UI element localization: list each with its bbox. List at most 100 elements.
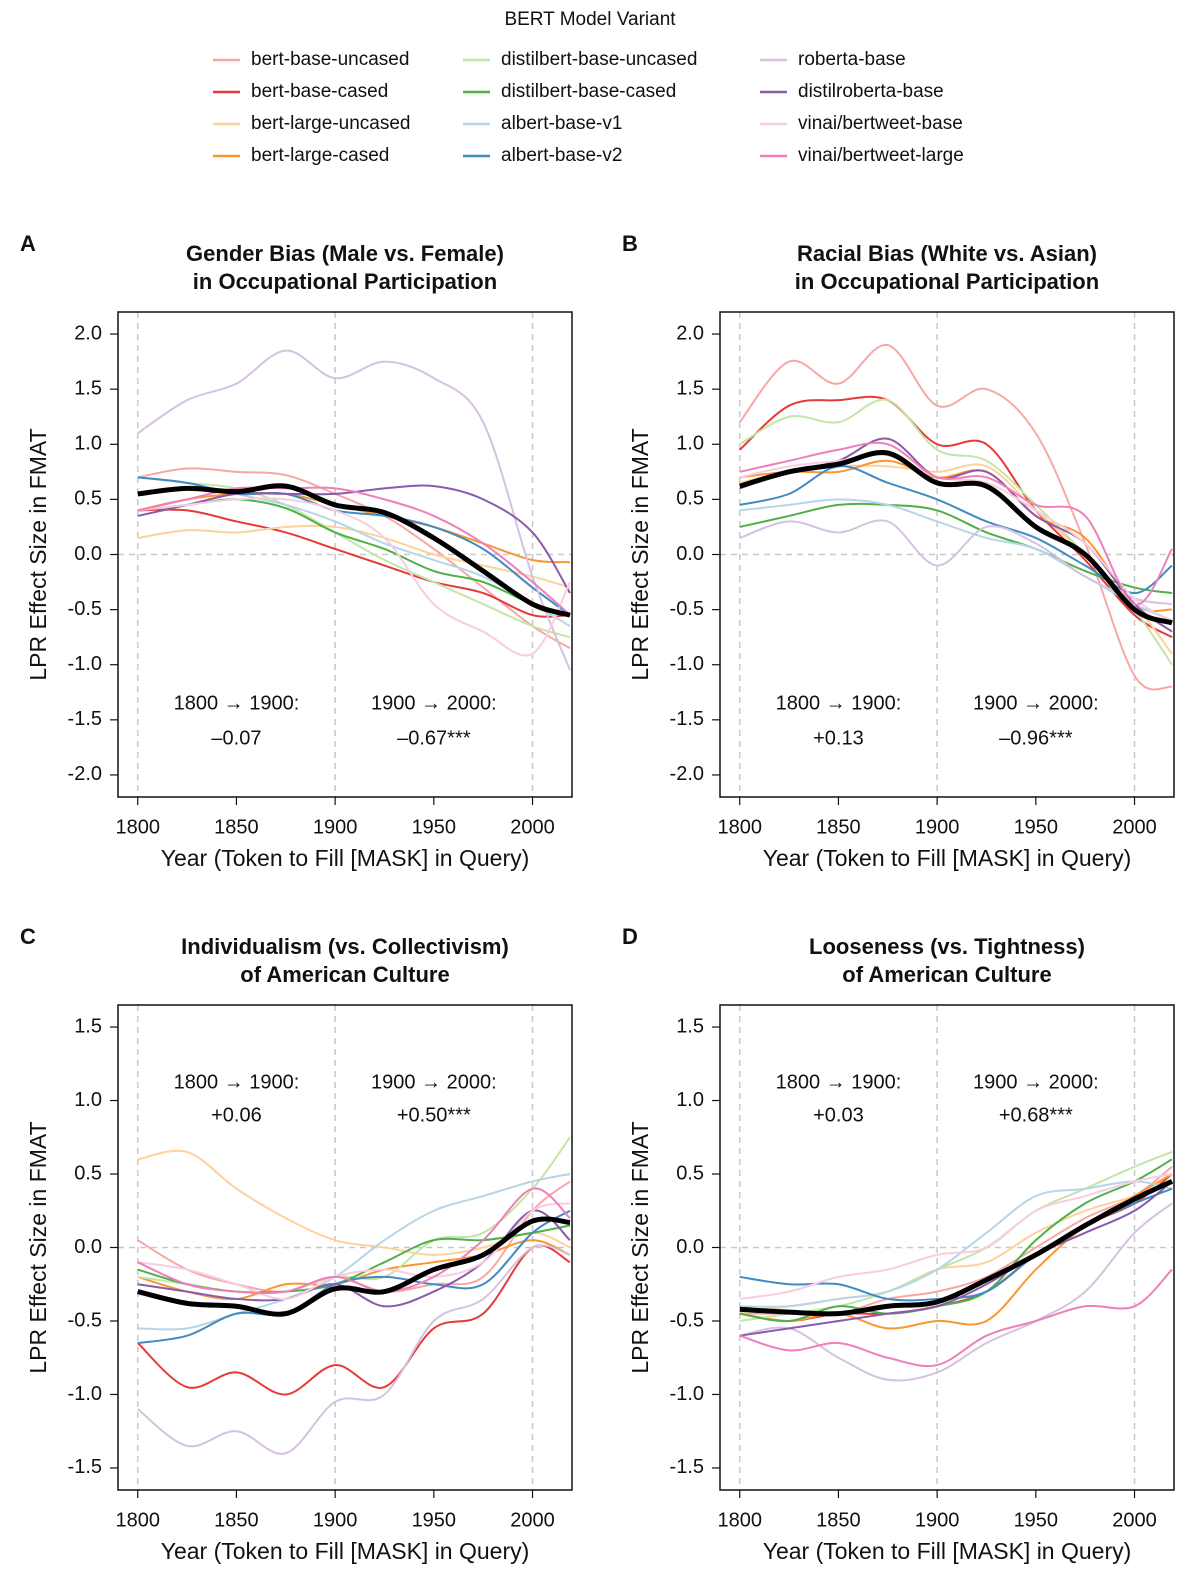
y-tick-label: -1.5 <box>68 1456 102 1478</box>
x-tick-label: 1900 <box>915 816 960 838</box>
x-tick-label: 2000 <box>510 816 555 838</box>
y-tick-label: 0.0 <box>676 543 704 565</box>
series-line <box>739 1180 1173 1337</box>
x-axis-label: Year (Token to Fill [MASK] in Query) <box>161 845 530 871</box>
series-line <box>739 1173 1173 1300</box>
series-line <box>137 524 571 589</box>
legend-label: distilbert-base-cased <box>501 81 676 102</box>
series-line <box>738 344 1173 691</box>
series-line <box>137 484 571 594</box>
series-line <box>739 1151 1173 1322</box>
x-tick-label: 1900 <box>915 1509 960 1531</box>
y-tick-label: 2.0 <box>676 322 704 344</box>
series-line <box>739 453 1173 622</box>
x-tick-label: 2000 <box>1112 1509 1157 1531</box>
y-axis-label: LPR Effect Size in FMAT <box>25 1121 51 1373</box>
y-tick-label: 1.0 <box>74 433 102 455</box>
y-axis-label: LPR Effect Size in FMAT <box>25 428 51 680</box>
series-line <box>137 508 571 618</box>
legend-label: vinai/bertweet-large <box>798 145 964 166</box>
legend-label: vinai/bertweet-base <box>798 113 963 134</box>
annotation: +0.03 <box>813 1104 864 1126</box>
series-line <box>739 1202 1173 1382</box>
series-line <box>137 476 571 639</box>
x-tick-label: 1900 <box>313 816 358 838</box>
series-line <box>137 1209 571 1345</box>
plot-frame <box>719 1004 1175 1491</box>
y-axis-label: LPR Effect Size in FMAT <box>627 1121 653 1373</box>
panel: D Looseness (vs. Tightness) of American Cu… <box>622 924 1175 1564</box>
y-tick-label: 0.5 <box>74 1162 102 1184</box>
y-tick-label: 0.0 <box>74 1236 102 1258</box>
legend-label: roberta-base <box>798 49 906 70</box>
panel-label: A <box>20 231 36 256</box>
panel: C Individualism (vs. Collectivism) of Amer… <box>20 924 573 1564</box>
series-line <box>739 463 1173 655</box>
series-line <box>739 395 1173 639</box>
y-tick-label: 0.5 <box>676 488 704 510</box>
mean-line <box>137 483 571 618</box>
series-line <box>739 498 1173 622</box>
panel-label: C <box>20 924 36 949</box>
y-tick-label: 1.0 <box>676 433 704 455</box>
panel-title: Looseness (vs. Tightness) <box>809 934 1085 959</box>
plot-frame <box>117 311 573 798</box>
legend-label: distilroberta-base <box>798 81 944 102</box>
x-tick-label: 1800 <box>717 816 762 838</box>
legend-label: distilbert-base-uncased <box>501 49 697 70</box>
y-tick-label: 1.0 <box>74 1089 102 1111</box>
plot-frame <box>719 311 1175 798</box>
y-tick-label: -0.5 <box>68 598 102 620</box>
panel-label: B <box>622 231 638 256</box>
panel: B Racial Bias (White vs. Asian) in Occupat… <box>622 231 1175 871</box>
y-tick-label: -0.5 <box>68 1309 102 1331</box>
x-tick-label: 1800 <box>115 1509 160 1531</box>
series-line <box>137 1244 571 1396</box>
panel-label: D <box>622 924 638 949</box>
y-tick-label: -0.5 <box>670 1309 704 1331</box>
series-line <box>137 467 571 650</box>
series-line <box>137 1187 571 1294</box>
annotation: 1800 → 1900: <box>776 692 902 714</box>
annotation: +0.68*** <box>999 1104 1073 1126</box>
y-tick-label: 0.0 <box>676 1236 704 1258</box>
y-tick-label: -2.0 <box>670 763 704 785</box>
x-tick-label: 1850 <box>214 816 259 838</box>
x-axis-label: Year (Token to Fill [MASK] in Query) <box>161 1538 530 1564</box>
y-tick-label: 1.5 <box>676 377 704 399</box>
annotation: –0.96*** <box>999 727 1073 749</box>
y-tick-label: -1.0 <box>670 653 704 675</box>
annotation: –0.67*** <box>397 727 471 749</box>
annotation: 1900 → 2000: <box>973 1071 1099 1093</box>
y-tick-label: 1.0 <box>676 1089 704 1111</box>
series-line <box>137 349 571 671</box>
panel-title: of American Culture <box>240 962 449 987</box>
series-line <box>137 1173 571 1331</box>
y-tick-label: -1.0 <box>68 653 102 675</box>
x-tick-label: 1850 <box>816 1509 861 1531</box>
series-line <box>739 441 1173 606</box>
series-line <box>739 519 1173 606</box>
panel-title: Racial Bias (White vs. Asian) <box>797 241 1097 266</box>
legend-title: BERT Model Variant <box>504 9 676 30</box>
legend-label: bert-base-uncased <box>251 49 409 70</box>
x-tick-label: 1850 <box>816 816 861 838</box>
x-tick-label: 1950 <box>1014 816 1059 838</box>
y-axis-label: LPR Effect Size in FMAT <box>627 428 653 680</box>
panel-title: Individualism (vs. Collectivism) <box>181 934 509 959</box>
series-line <box>739 1187 1173 1302</box>
panel-title: Gender Bias (Male vs. Female) <box>186 241 504 266</box>
annotation: 1900 → 2000: <box>371 1071 497 1093</box>
y-tick-label: -1.0 <box>670 1383 704 1405</box>
y-tick-label: -0.5 <box>670 598 704 620</box>
annotation: 1800 → 1900: <box>174 1071 300 1093</box>
legend-label: albert-base-v2 <box>501 145 622 166</box>
panel-title: in Occupational Participation <box>193 269 497 294</box>
y-tick-label: 1.5 <box>74 377 102 399</box>
annotation: 1800 → 1900: <box>174 692 300 714</box>
series-line <box>137 1244 571 1455</box>
panel-title: of American Culture <box>842 962 1051 987</box>
x-tick-label: 1850 <box>214 1509 259 1531</box>
y-tick-label: 0.5 <box>74 488 102 510</box>
